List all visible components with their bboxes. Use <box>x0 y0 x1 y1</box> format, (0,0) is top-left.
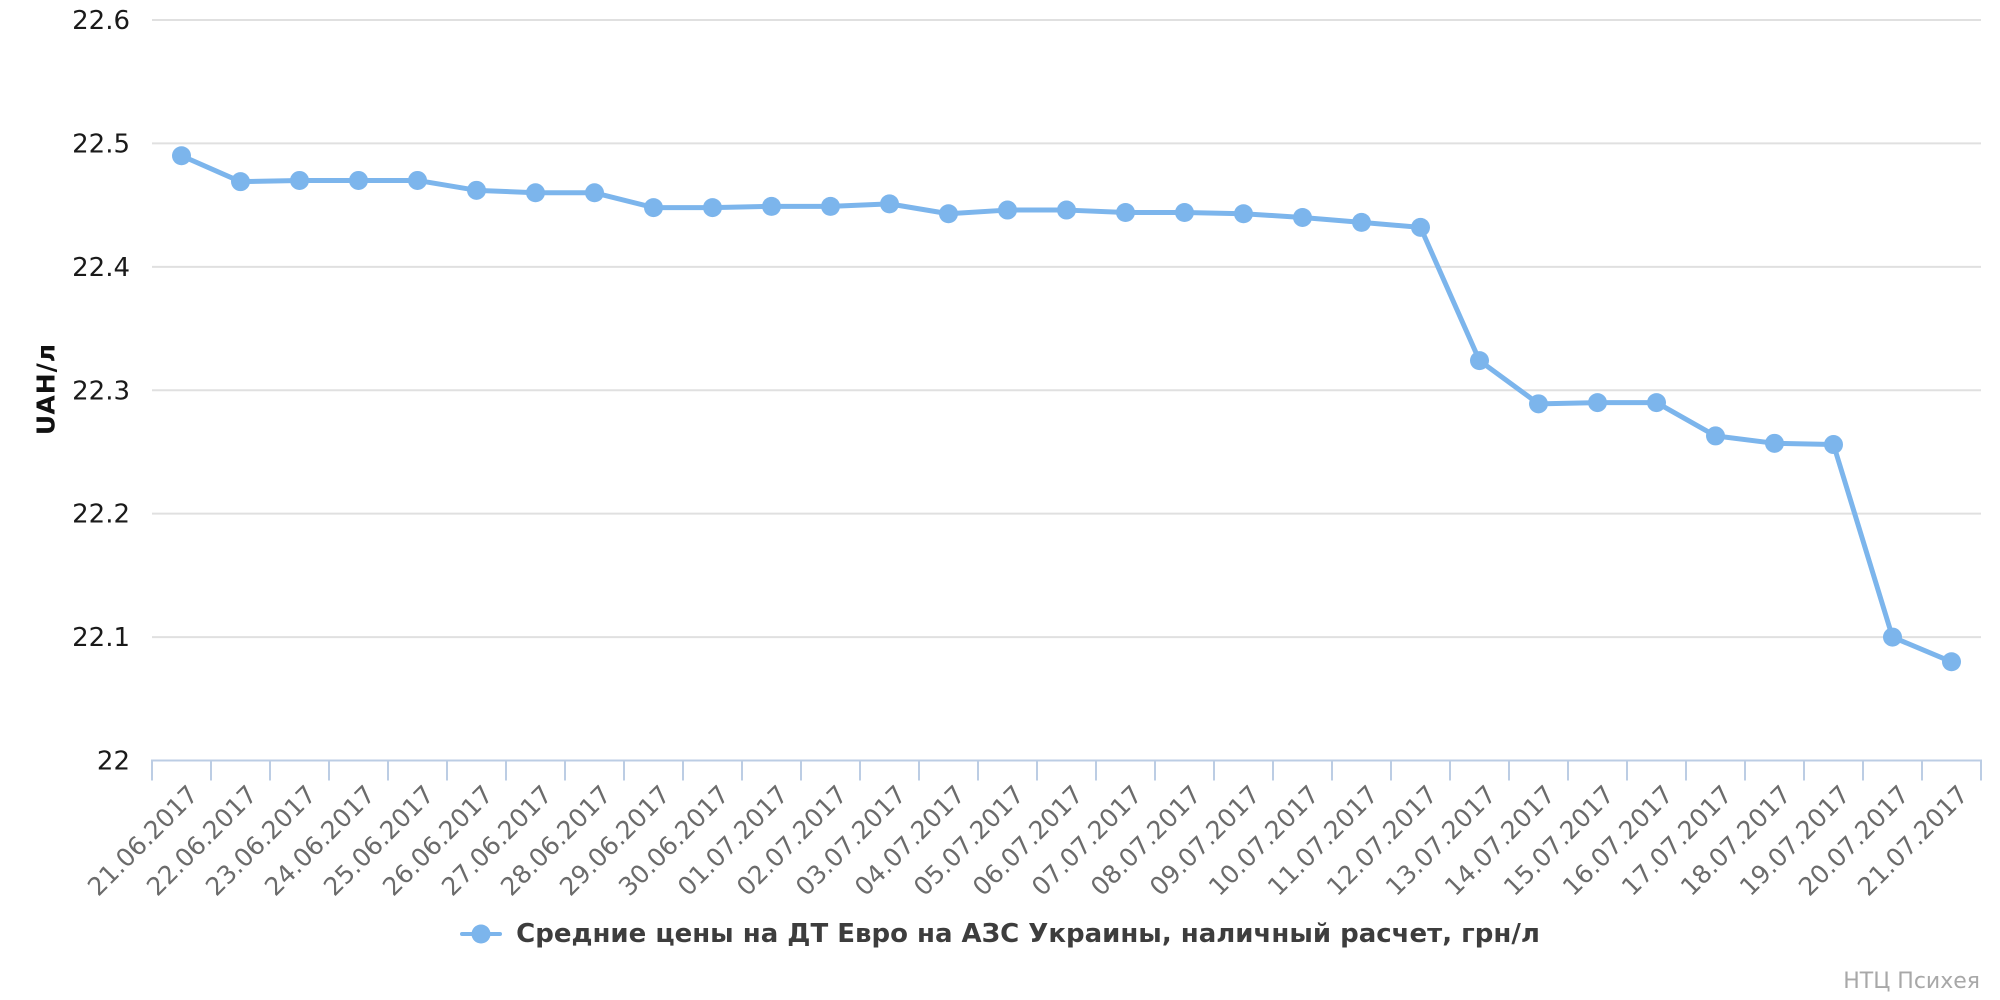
y-tick-label: 22.5 <box>72 129 130 159</box>
data-point[interactable] <box>998 200 1017 220</box>
data-point[interactable] <box>349 170 368 190</box>
y-tick-label: 22.4 <box>72 253 130 283</box>
legend: Средние цены на ДТ Евро на АЗС Украины, … <box>0 919 2000 949</box>
data-point[interactable] <box>231 172 250 192</box>
data-point[interactable] <box>703 198 722 218</box>
x-axis <box>151 759 1982 781</box>
series-markers <box>172 146 1961 672</box>
y-tick-label: 22.1 <box>72 623 130 653</box>
y-gridlines <box>152 19 1981 639</box>
y-tick-label: 22.3 <box>72 376 130 406</box>
series-line <box>179 153 1954 665</box>
y-axis-title: UAH/л <box>31 342 61 436</box>
data-point[interactable] <box>1529 394 1548 414</box>
data-point[interactable] <box>1942 652 1961 672</box>
data-point[interactable] <box>762 196 781 216</box>
data-point[interactable] <box>1411 217 1430 237</box>
data-point[interactable] <box>1824 435 1843 455</box>
data-point[interactable] <box>408 170 427 190</box>
data-point[interactable] <box>467 180 486 200</box>
data-point[interactable] <box>1175 203 1194 223</box>
watermark: НТЦ Психея <box>1843 969 1980 994</box>
data-point[interactable] <box>585 183 604 203</box>
data-point[interactable] <box>1116 203 1135 223</box>
legend-label: Средние цены на ДТ Евро на АЗС Украины, … <box>516 919 1540 949</box>
data-point[interactable] <box>1588 393 1607 413</box>
data-point[interactable] <box>172 146 191 166</box>
y-axis-labels: 22 22.1 22.2 22.3 22.4 22.5 22.6 <box>72 6 130 777</box>
y-tick-label: 22 <box>97 747 130 777</box>
data-point[interactable] <box>1293 207 1312 227</box>
legend-item[interactable]: Средние цены на ДТ Евро на АЗС Украины, … <box>460 919 1540 949</box>
data-point[interactable] <box>1647 393 1666 413</box>
data-point[interactable] <box>939 204 958 224</box>
data-point[interactable] <box>1352 212 1371 232</box>
data-point[interactable] <box>644 198 663 218</box>
data-point[interactable] <box>821 196 840 216</box>
data-point[interactable] <box>1883 627 1902 647</box>
data-point[interactable] <box>526 183 545 203</box>
data-point[interactable] <box>1706 426 1725 446</box>
data-point[interactable] <box>1470 351 1489 371</box>
data-point[interactable] <box>880 194 899 214</box>
series-marker-icon <box>460 924 503 944</box>
data-point[interactable] <box>1057 200 1076 220</box>
data-point[interactable] <box>290 170 309 190</box>
x-axis-labels: 21.06.201722.06.201723.06.201724.06.2017… <box>82 780 1974 902</box>
data-point[interactable] <box>1234 204 1253 224</box>
data-point[interactable] <box>1765 433 1784 453</box>
y-tick-label: 22.2 <box>72 500 130 530</box>
series-dot-icon <box>471 924 491 944</box>
y-tick-label: 22.6 <box>72 6 130 36</box>
